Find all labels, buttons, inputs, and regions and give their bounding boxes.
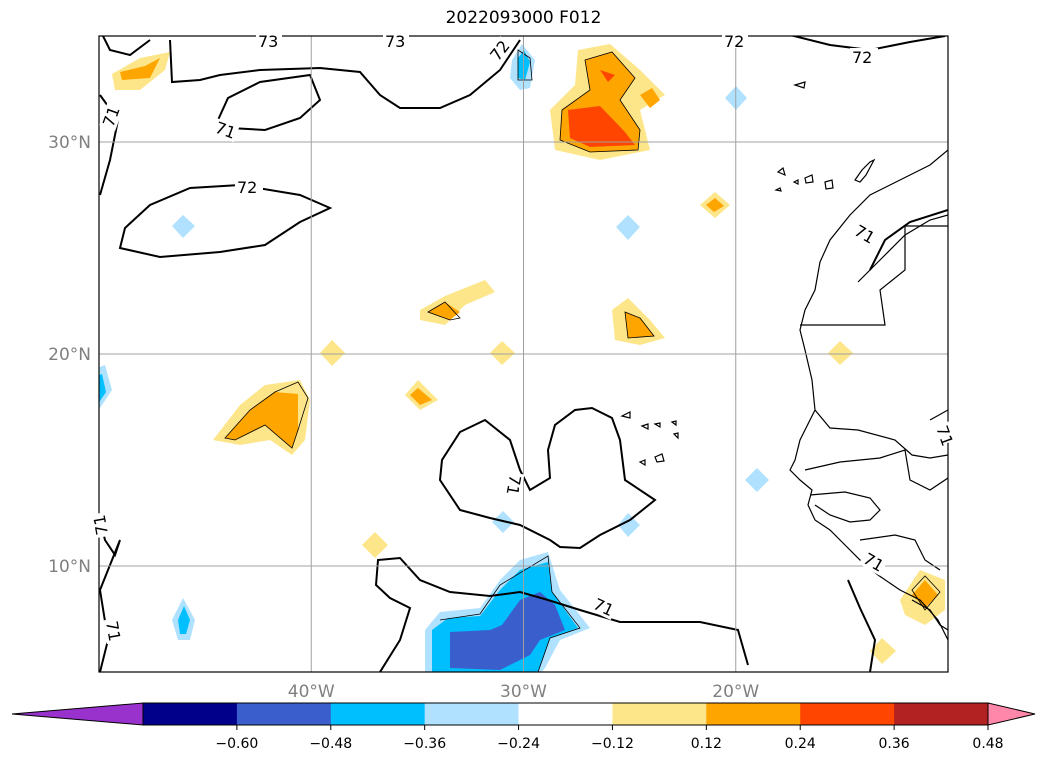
colorbar-swatch xyxy=(236,703,332,725)
colorbar-tick-label: 0.12 xyxy=(691,736,722,752)
contour-label: 72 xyxy=(724,32,744,51)
plot-frame xyxy=(98,35,949,673)
colorbar: −0.60 −0.48 −0.36 −0.24 −0.12 0.12 0.24 0.36 0.4… xyxy=(11,702,1036,752)
colorbar-tick-label: 0.48 xyxy=(972,736,1003,752)
contour-label: 71 xyxy=(860,549,887,576)
lon-tick-label: 20°W xyxy=(712,682,759,702)
colorbar-swatch xyxy=(800,703,895,725)
colorbar-swatch xyxy=(894,703,989,725)
contour-label: 73 xyxy=(385,32,405,51)
colorbar-swatch xyxy=(143,703,238,725)
lat-tick-label: 20°N xyxy=(48,345,91,365)
colorbar-swatch xyxy=(330,703,426,725)
lon-tick-label: 30°W xyxy=(500,682,547,702)
contour-label: 71 xyxy=(851,221,878,248)
colorbar-extend-high xyxy=(987,702,1036,726)
colorbar-frame xyxy=(142,702,989,726)
lon-tick-label: 40°W xyxy=(288,682,335,702)
coastlines xyxy=(620,81,948,641)
map-gridlines xyxy=(99,36,948,672)
contour-label: 72 xyxy=(486,37,514,65)
contour-label: 72 xyxy=(237,178,257,197)
longitude-tick-labels: 40°W 30°W 20°W xyxy=(288,682,760,702)
contour-label: 71 xyxy=(90,513,112,536)
contour-label: 71 xyxy=(503,473,525,496)
colorbar-swatch xyxy=(518,703,613,725)
contour-label: 71 xyxy=(102,619,124,642)
colorbar-tick-label: 0.36 xyxy=(879,736,910,752)
colorbar-tick-label: 0.24 xyxy=(785,736,816,752)
contour-label: 71 xyxy=(590,594,616,620)
contour-label: 72 xyxy=(852,48,872,67)
lat-tick-label: 10°N xyxy=(48,557,91,577)
colorbar-swatch xyxy=(424,703,520,725)
map-title: 2022093000 F012 xyxy=(445,8,602,28)
colorbar-swatch xyxy=(706,703,801,725)
colorbar-swatch xyxy=(612,703,707,725)
latitude-tick-labels: 30°N 20°N 10°N xyxy=(48,133,91,577)
colorbar-tick-label: −0.60 xyxy=(215,736,258,752)
colorbar-tick-label: −0.24 xyxy=(497,736,540,752)
lat-tick-label: 30°N xyxy=(48,133,91,153)
contour-label: 73 xyxy=(258,32,278,51)
colorbar-tick-label: −0.12 xyxy=(591,736,634,752)
thick-contours xyxy=(99,36,948,672)
positive-anomaly-shading xyxy=(112,44,945,664)
colorbar-tick-label: −0.48 xyxy=(309,736,352,752)
negative-anomaly-shading xyxy=(99,44,769,672)
colorbar-tick-label: −0.36 xyxy=(403,736,446,752)
colorbar-extend-low xyxy=(11,702,144,726)
thin-contours xyxy=(224,49,941,672)
plot-area xyxy=(99,36,948,672)
